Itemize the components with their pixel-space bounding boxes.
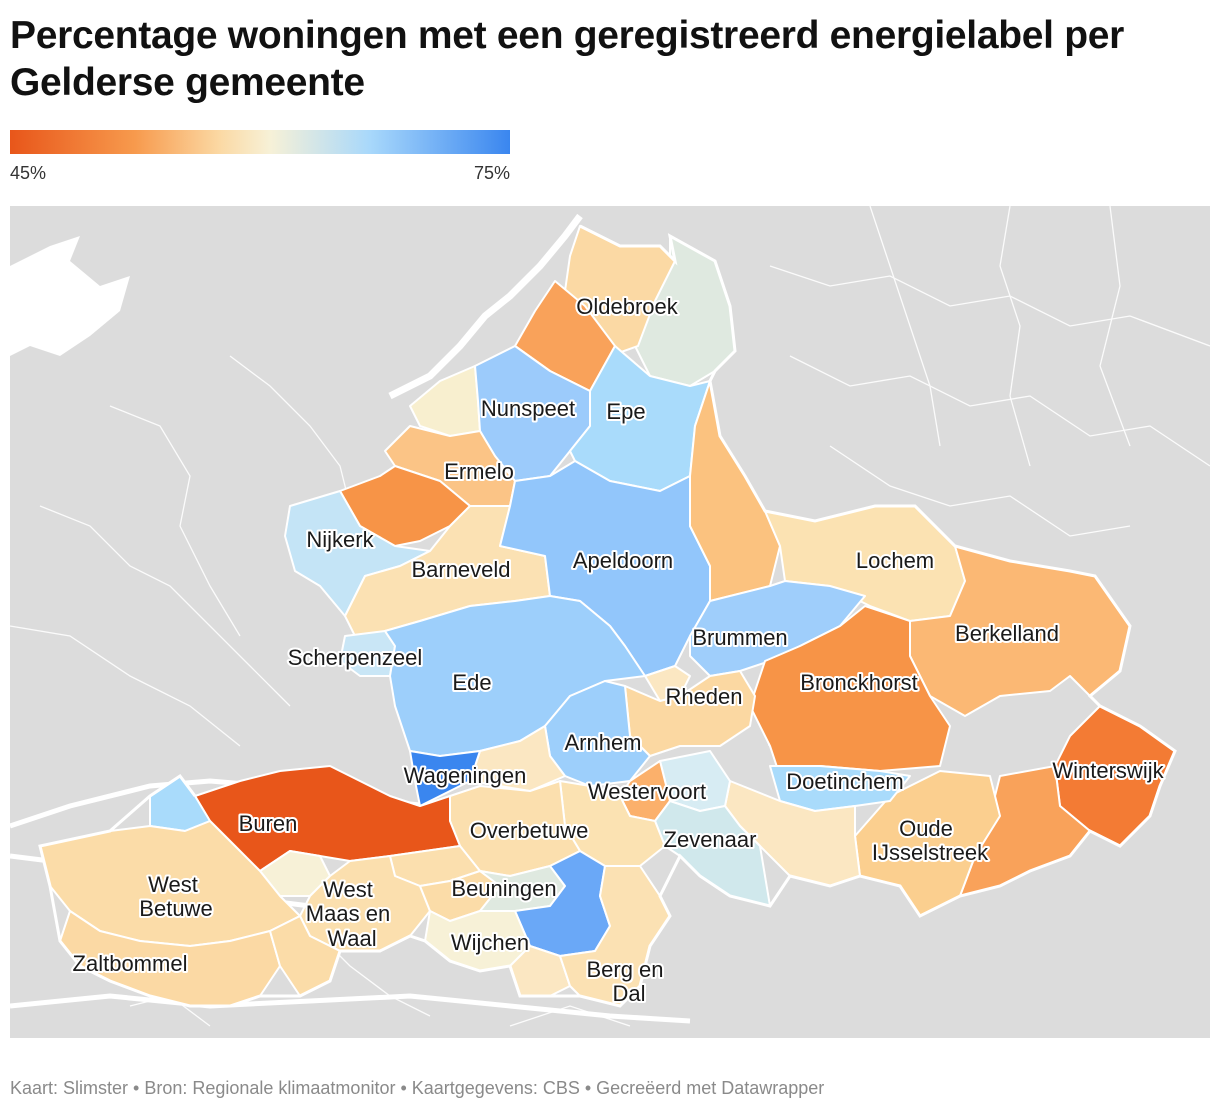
label-west-betuwe-1: West <box>148 872 198 897</box>
label-epe: Epe <box>606 399 645 424</box>
color-legend: 45% 75% <box>10 130 510 186</box>
legend-gradient <box>10 130 510 154</box>
label-rheden: Rheden <box>665 684 742 709</box>
municipality-renkum[interactable] <box>469 725 566 792</box>
label-apeldoorn: Apeldoorn <box>573 548 673 573</box>
label-nijkerk: Nijkerk <box>306 527 374 552</box>
label-west-maas-3: Waal <box>327 926 376 951</box>
label-westervoort: Westervoort <box>588 779 706 804</box>
label-doetinchem: Doetinchem <box>786 769 903 794</box>
label-nunspeet: Nunspeet <box>481 396 575 421</box>
label-bronckhorst: Bronckhorst <box>800 670 917 695</box>
label-berg-en-dal-1: Berg en <box>586 957 663 982</box>
municipality-wageningen[interactable] <box>409 750 481 807</box>
label-ermelo: Ermelo <box>444 459 514 484</box>
label-west-betuwe-2: Betuwe <box>139 896 212 921</box>
label-berkelland: Berkelland <box>955 621 1059 646</box>
label-wijchen: Wijchen <box>451 930 529 955</box>
label-west-maas-2: Maas en <box>306 901 390 926</box>
label-barneveld: Barneveld <box>411 557 510 582</box>
label-berg-en-dal-2: Dal <box>612 981 645 1006</box>
label-brummen: Brummen <box>692 625 787 650</box>
municipality-nunspeet[interactable] <box>474 345 591 482</box>
municipalities <box>39 225 1176 1007</box>
label-ijsselstreek: IJsselstreek <box>872 840 989 865</box>
label-winterswijk: Winterswijk <box>1052 758 1164 783</box>
label-zevenaar: Zevenaar <box>664 827 757 852</box>
municipality-rozendaal[interactable] <box>644 665 691 702</box>
label-zaltbommel: Zaltbommel <box>73 951 188 976</box>
label-overbetuwe: Overbetuwe <box>470 818 589 843</box>
province-outline <box>38 224 1177 1008</box>
label-beuningen: Beuningen <box>451 876 556 901</box>
gelderland-map: Oldebroek Nunspeet Epe Ermelo Nijkerk Ba… <box>10 206 1210 1038</box>
label-arnhem: Arnhem <box>564 730 641 755</box>
water-randmeren <box>388 213 583 400</box>
label-west-maas-1: West <box>323 877 373 902</box>
outside-borders <box>10 206 1210 1027</box>
water-ijsselmeer <box>10 236 130 356</box>
label-scherpenzeel: Scherpenzeel <box>288 645 423 670</box>
map-title: Percentage woningen met een geregistreer… <box>10 14 1124 104</box>
label-lochem: Lochem <box>856 548 934 573</box>
label-wageningen: Wageningen <box>404 763 527 788</box>
source-footer: Kaart: Slimster • Bron: Regionale klimaa… <box>10 1078 825 1098</box>
legend-max-label: 75% <box>473 163 510 183</box>
label-ede: Ede <box>452 670 491 695</box>
municipality-bronckhorst[interactable] <box>749 605 951 777</box>
municipality-zevenaar[interactable] <box>654 800 771 907</box>
map-labels: Oldebroek Nunspeet Epe Ermelo Nijkerk Ba… <box>71 292 1167 1008</box>
label-oude: Oude <box>899 816 953 841</box>
label-oldebroek: Oldebroek <box>576 294 679 319</box>
label-buren: Buren <box>239 811 298 836</box>
legend-min-label: 45% <box>10 163 47 183</box>
